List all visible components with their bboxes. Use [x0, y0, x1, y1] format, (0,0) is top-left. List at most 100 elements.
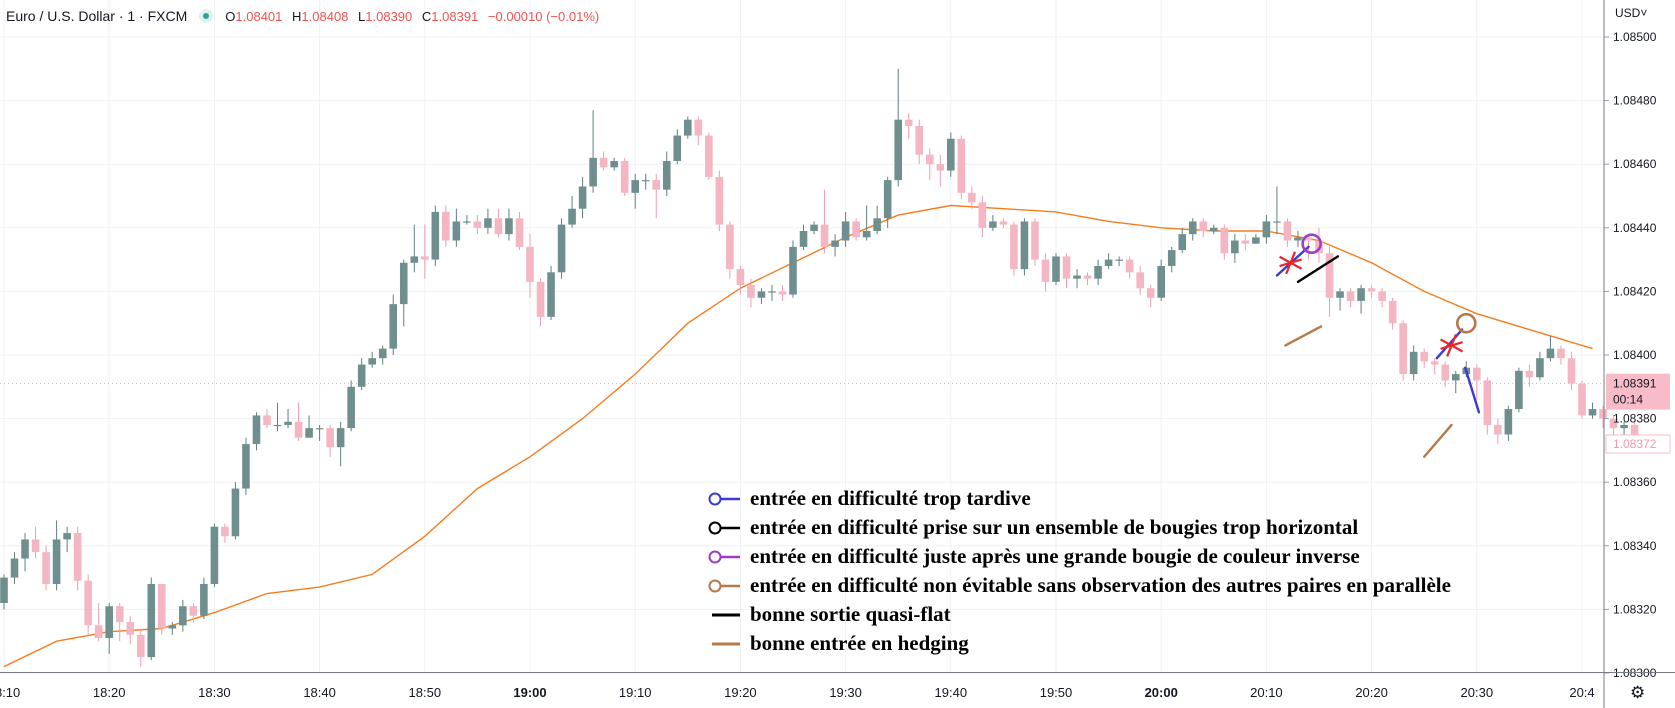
legend-circle-line-icon	[708, 550, 740, 563]
legend-circle	[708, 550, 722, 563]
price-axis[interactable]: 1.08500 1.08480 1.08460 1.08440 1.08420 1.084…	[1603, 0, 1657, 708]
candle-down	[1346, 288, 1355, 308]
candle-down	[1241, 234, 1250, 251]
legend-label: bonne entrée en hedging	[750, 631, 969, 655]
candle-body	[1557, 348, 1565, 359]
candle-down	[925, 148, 934, 181]
annotation-cross	[1279, 251, 1303, 275]
candle-body	[978, 202, 987, 228]
annotation-cross	[1440, 334, 1464, 357]
close-label: C	[421, 8, 432, 24]
candle-up	[179, 599, 187, 632]
candle-down	[515, 211, 524, 251]
candle-down	[1557, 345, 1565, 365]
x-tick-label: 20:4	[1569, 685, 1594, 700]
candle-body	[999, 221, 1008, 225]
candle-body	[873, 218, 881, 231]
candle-up	[1273, 186, 1281, 235]
candle-body	[179, 606, 187, 626]
candle-body	[1073, 275, 1081, 279]
candle-body	[231, 488, 240, 537]
candle-up	[610, 157, 618, 171]
legend-item: entrée en difficulté prise sur un ensemb…	[706, 513, 1451, 542]
candle-down	[694, 116, 703, 146]
legend-item: bonne sortie quasi-flat	[706, 600, 1451, 629]
candle-up	[1294, 230, 1302, 247]
candle-body	[841, 221, 850, 241]
candle-up	[810, 221, 818, 235]
candle-down	[442, 205, 450, 247]
candle-body	[589, 157, 597, 187]
candle-up	[315, 424, 324, 441]
candle-down	[1399, 320, 1407, 381]
candle-body	[1578, 383, 1586, 416]
currency-menu[interactable]: USD˅	[1615, 6, 1648, 20]
candle-up	[684, 116, 692, 139]
candle-body	[147, 583, 156, 658]
candle-body	[1451, 374, 1460, 381]
y-tick-label: 1.08340	[1613, 539, 1657, 553]
candle-body	[84, 580, 92, 626]
candle-up	[231, 482, 240, 540]
candle-body	[694, 119, 703, 136]
candle-body	[410, 256, 419, 263]
candle-up	[1451, 370, 1460, 394]
candle-body	[515, 218, 524, 247]
candle-down	[1083, 272, 1092, 286]
candle-up	[1188, 218, 1197, 241]
time-axis[interactable]: 18:10 18:20 18:30 18:40 18:50 19:00 19:10 19:20…	[0, 672, 1675, 701]
candle-down	[820, 189, 829, 254]
candle-up	[662, 151, 671, 196]
candles	[0, 68, 1639, 667]
open-label: O	[225, 8, 236, 24]
last-price-badge-bg	[1606, 373, 1670, 410]
gear-icon[interactable]: ⚙	[1630, 683, 1646, 702]
last-price-badge: 1.08391 00:14	[1606, 373, 1670, 410]
candle-up	[210, 523, 219, 588]
candle-up	[1157, 259, 1165, 301]
candle-body	[442, 211, 450, 241]
candle-up	[284, 409, 292, 429]
candle-body	[1241, 240, 1250, 244]
candle-up	[757, 288, 766, 305]
candle-body	[273, 424, 282, 427]
candle-body	[904, 119, 913, 127]
candle-body	[1409, 351, 1418, 375]
candle-body	[1473, 367, 1481, 381]
y-tick-label: 1.08460	[1613, 157, 1657, 171]
legend-label: entrée en difficulté trop tardive	[750, 486, 1031, 510]
candle-body	[21, 539, 29, 559]
x-tick-label: 19:20	[724, 685, 757, 700]
candle-body	[1199, 221, 1208, 231]
candle-down	[1283, 218, 1292, 247]
candle-down	[1483, 377, 1492, 435]
candle-body	[947, 138, 955, 171]
candle-down	[42, 545, 50, 591]
candle-body	[73, 533, 82, 581]
candle-body	[210, 526, 219, 584]
candle-body	[1220, 227, 1229, 254]
price-badges: 1.08391 00:14 1.08372	[1605, 373, 1671, 454]
candle-up	[1167, 246, 1176, 273]
candle-up	[1115, 256, 1123, 266]
y-tick-label: 1.08420	[1613, 284, 1657, 298]
candle-up	[1210, 224, 1218, 235]
candle-body	[1031, 221, 1039, 260]
x-tick-label: 18:10	[0, 685, 20, 700]
x-tick-label: 20:30	[1461, 685, 1494, 700]
candle-body	[1420, 351, 1428, 362]
candle-body	[1094, 265, 1102, 279]
candle-body	[368, 358, 376, 365]
y-tick-label: 1.08440	[1613, 221, 1657, 235]
x-tick-label: 20:20	[1355, 685, 1388, 700]
annotation-circle	[1455, 312, 1477, 334]
candle-body	[1630, 424, 1639, 438]
candle-down	[536, 278, 545, 327]
candle-body	[221, 526, 229, 537]
candle-down	[936, 154, 945, 187]
candle-body	[1588, 409, 1597, 416]
low-value: 1.08390	[365, 8, 413, 24]
candle-body	[1620, 424, 1628, 429]
symbol-title[interactable]: Euro / U.S. Dollar · 1 · FXCM	[6, 8, 188, 24]
